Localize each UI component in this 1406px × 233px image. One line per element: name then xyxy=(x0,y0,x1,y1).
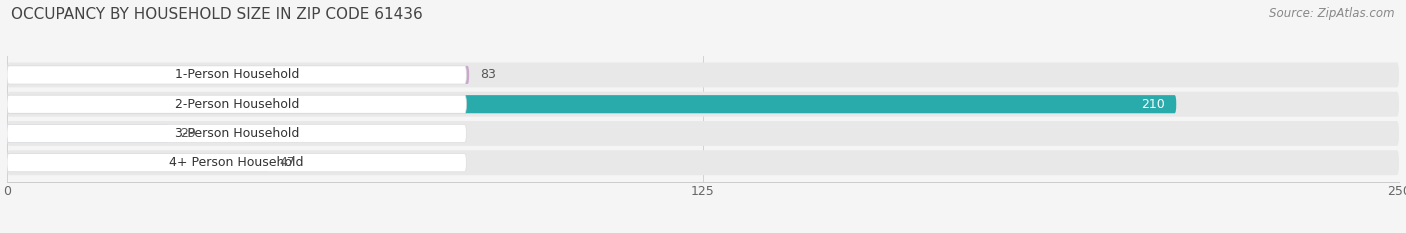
FancyBboxPatch shape xyxy=(7,154,269,172)
FancyBboxPatch shape xyxy=(7,66,470,84)
FancyBboxPatch shape xyxy=(7,95,1177,113)
Text: 2-Person Household: 2-Person Household xyxy=(174,98,299,111)
FancyBboxPatch shape xyxy=(7,95,467,113)
Text: 29: 29 xyxy=(180,127,195,140)
FancyBboxPatch shape xyxy=(7,121,1399,146)
Text: Source: ZipAtlas.com: Source: ZipAtlas.com xyxy=(1270,7,1395,20)
Text: 210: 210 xyxy=(1142,98,1166,111)
Text: 4+ Person Household: 4+ Person Household xyxy=(170,156,304,169)
Text: 1-Person Household: 1-Person Household xyxy=(174,69,299,82)
Text: OCCUPANCY BY HOUSEHOLD SIZE IN ZIP CODE 61436: OCCUPANCY BY HOUSEHOLD SIZE IN ZIP CODE … xyxy=(11,7,423,22)
Text: 47: 47 xyxy=(280,156,295,169)
FancyBboxPatch shape xyxy=(7,124,169,143)
FancyBboxPatch shape xyxy=(7,66,467,84)
FancyBboxPatch shape xyxy=(7,150,1399,175)
FancyBboxPatch shape xyxy=(7,154,467,172)
FancyBboxPatch shape xyxy=(7,124,467,143)
FancyBboxPatch shape xyxy=(7,92,1399,117)
Text: 83: 83 xyxy=(481,69,496,82)
FancyBboxPatch shape xyxy=(7,62,1399,87)
Text: 3-Person Household: 3-Person Household xyxy=(174,127,299,140)
